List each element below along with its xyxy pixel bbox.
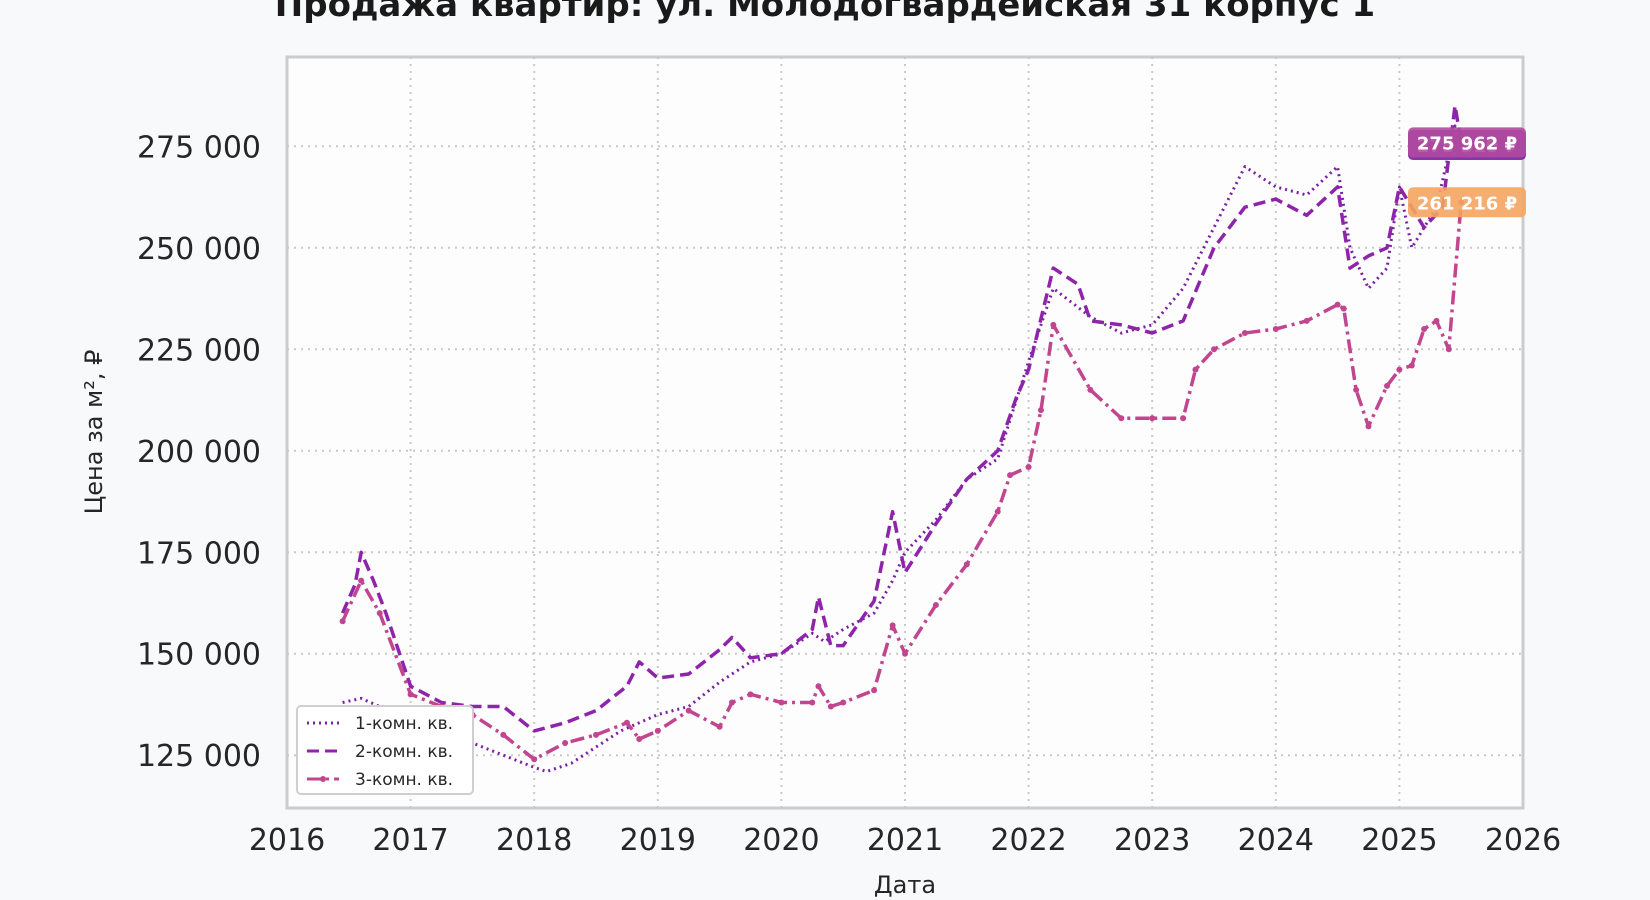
y-axis-ticks: 125 000 150 000 175 000 200 000 225 000 250 0… bbox=[137, 130, 261, 774]
x-axis-label: Дата bbox=[874, 871, 936, 899]
series-marker bbox=[1365, 423, 1372, 430]
series-line-2 bbox=[340, 103, 1463, 733]
series-marker bbox=[840, 699, 847, 706]
series-marker bbox=[339, 618, 346, 625]
series-marker bbox=[1192, 366, 1199, 373]
series-marker bbox=[1353, 386, 1360, 393]
series-marker bbox=[1025, 464, 1032, 471]
series-marker bbox=[531, 756, 538, 763]
series-marker bbox=[809, 699, 816, 706]
legend-label: 1-комн. кв. bbox=[355, 714, 453, 734]
series-marker bbox=[1272, 325, 1279, 332]
series-marker bbox=[500, 731, 507, 738]
legend: 1-комн. кв. 2-комн. кв. 3-комн. кв. bbox=[296, 705, 474, 795]
series-marker bbox=[889, 622, 896, 629]
series-marker bbox=[1445, 346, 1452, 353]
series-marker bbox=[728, 699, 735, 706]
x-tick-label: 2017 bbox=[372, 823, 448, 858]
legend-label: 3-комн. кв. bbox=[355, 770, 453, 790]
x-tick-label: 2022 bbox=[990, 823, 1066, 858]
series-marker bbox=[407, 691, 414, 698]
series-line-3 bbox=[341, 202, 1463, 762]
series-marker bbox=[1433, 317, 1440, 324]
chart-title: Продажа квартир: ул. Молодогвардейская 3… bbox=[275, 0, 1375, 25]
last-value-label-2: 275 962 ₽ bbox=[1408, 127, 1526, 158]
series-marker bbox=[1087, 386, 1094, 393]
series-marker bbox=[716, 723, 723, 730]
series-marker bbox=[1396, 366, 1403, 373]
x-tick-label: 2021 bbox=[867, 823, 943, 858]
series-marker bbox=[1334, 301, 1341, 308]
series-marker bbox=[747, 691, 754, 698]
value-badge bbox=[1408, 127, 1526, 158]
series-marker bbox=[1340, 305, 1347, 312]
series-marker bbox=[1149, 415, 1156, 422]
legend-label: 2-комн. кв. bbox=[355, 742, 453, 762]
series-marker bbox=[778, 699, 785, 706]
legend-marker bbox=[320, 776, 326, 782]
series-group bbox=[339, 103, 1465, 773]
series-marker bbox=[902, 650, 908, 657]
series-marker bbox=[827, 703, 834, 710]
series-marker bbox=[871, 687, 878, 694]
y-tick-label: 225 000 bbox=[137, 333, 261, 368]
x-tick-label: 2025 bbox=[1361, 823, 1437, 858]
series-marker bbox=[994, 508, 1001, 515]
last-value-label-3: 261 216 ₽ bbox=[1408, 187, 1526, 218]
y-tick-label: 125 000 bbox=[137, 739, 261, 774]
x-tick-label: 2019 bbox=[620, 823, 696, 858]
value-badge bbox=[1408, 187, 1526, 218]
x-tick-label: 2026 bbox=[1485, 823, 1561, 858]
series-marker bbox=[815, 683, 822, 690]
plot-area bbox=[285, 55, 1525, 810]
y-axis-label: Цена за м², ₽ bbox=[80, 350, 108, 515]
y-tick-label: 200 000 bbox=[137, 435, 261, 470]
value-badge-text: 261 216 ₽ bbox=[1417, 193, 1517, 214]
series-marker bbox=[562, 740, 569, 747]
series-marker bbox=[593, 731, 599, 738]
series-marker bbox=[636, 735, 643, 742]
value-badge-text: 275 962 ₽ bbox=[1417, 133, 1517, 154]
series-marker bbox=[1050, 321, 1057, 328]
y-tick-label: 150 000 bbox=[137, 638, 261, 673]
series-marker bbox=[1037, 407, 1044, 414]
series-marker bbox=[358, 577, 365, 584]
series-marker bbox=[1241, 330, 1248, 337]
x-axis-ticks: 2016 2017 2018 2019 2020 2021 2022 2023 2024 2025… bbox=[249, 823, 1561, 858]
x-tick-label: 2018 bbox=[496, 823, 572, 858]
series-marker bbox=[685, 707, 692, 714]
series-marker bbox=[1303, 317, 1310, 324]
legend-box bbox=[296, 705, 474, 795]
series-marker bbox=[1007, 472, 1014, 479]
x-tick-label: 2020 bbox=[743, 823, 819, 858]
series-marker bbox=[963, 561, 970, 568]
x-tick-label: 2024 bbox=[1238, 823, 1314, 858]
series-marker bbox=[1408, 362, 1415, 369]
series-marker bbox=[376, 610, 383, 617]
y-tick-label: 275 000 bbox=[137, 130, 261, 165]
series-marker bbox=[1118, 415, 1125, 422]
series-marker bbox=[654, 727, 661, 734]
series-marker bbox=[1180, 415, 1187, 422]
series-marker bbox=[932, 602, 939, 609]
series-marker bbox=[623, 719, 630, 726]
x-tick-label: 2016 bbox=[249, 823, 325, 858]
series-marker bbox=[1384, 382, 1391, 389]
y-tick-label: 175 000 bbox=[137, 536, 261, 571]
series-marker bbox=[1211, 346, 1217, 353]
y-tick-label: 250 000 bbox=[137, 232, 261, 267]
series-marker bbox=[1421, 325, 1428, 332]
last-value-labels: 275 310 ₽275 962 ₽261 216 ₽ bbox=[1408, 127, 1526, 218]
x-tick-label: 2023 bbox=[1114, 823, 1190, 858]
